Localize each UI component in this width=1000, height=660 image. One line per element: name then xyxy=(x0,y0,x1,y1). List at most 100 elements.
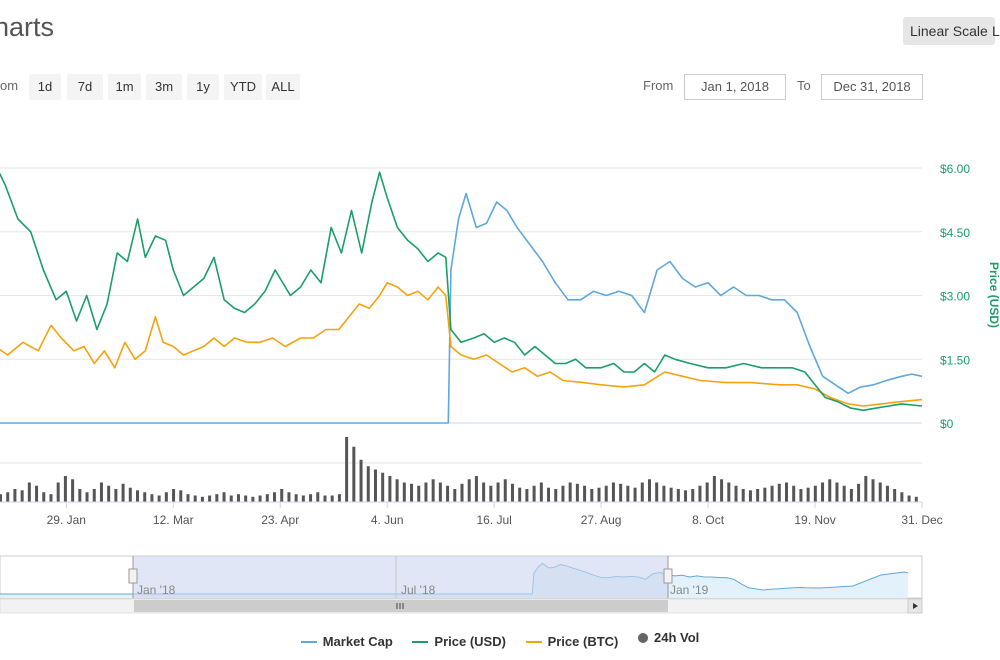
volume-bar xyxy=(821,482,825,502)
volume-bar xyxy=(705,482,709,502)
volume-bar xyxy=(78,489,82,502)
volume-bar xyxy=(806,487,810,502)
volume-bar xyxy=(208,495,212,502)
volume-bar xyxy=(900,492,904,502)
price-chart: $0 $1.50 $3.00 $4.50 $6.00 Price (USD) 29. Jan… xyxy=(0,162,1000,614)
y-axis-title: Price (USD) xyxy=(987,262,1000,328)
zoom-label: om xyxy=(0,78,19,93)
volume-bar xyxy=(640,482,644,502)
volume-bar xyxy=(676,489,680,502)
volume-bar xyxy=(388,476,392,502)
legend-24h-vol-label: 24h Vol xyxy=(654,630,700,645)
volume-bar xyxy=(114,489,118,502)
volume-bar xyxy=(287,492,291,502)
y-tick-label: $0 xyxy=(940,417,954,431)
volume-bar xyxy=(35,485,39,502)
scrollbar-thumb xyxy=(134,600,668,612)
volume-bar xyxy=(417,485,421,502)
volume-bar xyxy=(402,482,406,502)
volume-bar xyxy=(49,494,53,502)
y-tick-label: $1.50 xyxy=(940,353,970,367)
log-scale-button[interactable]: L xyxy=(992,23,1000,39)
volume-bar xyxy=(438,482,442,502)
volume-bar xyxy=(265,494,269,502)
volume-bar xyxy=(741,489,745,502)
volume-bar xyxy=(669,487,673,502)
volume-bar xyxy=(121,483,125,502)
volume-bar xyxy=(337,494,341,502)
legend-item-market-cap[interactable]: Market Cap xyxy=(300,634,393,649)
volume-bar xyxy=(150,494,154,502)
volume-bar xyxy=(453,489,457,502)
volume-bar xyxy=(13,489,17,502)
volume-bar xyxy=(878,482,882,502)
zoom-all-button[interactable]: ALL xyxy=(266,74,300,100)
volume-bar xyxy=(763,487,767,502)
volume-bar xyxy=(842,485,846,502)
navigator-selection xyxy=(133,556,668,598)
volume-bar xyxy=(784,482,788,502)
volume-bar xyxy=(294,494,298,502)
from-date-input[interactable]: Jan 1, 2018 xyxy=(684,74,786,100)
to-date-input[interactable]: Dec 31, 2018 xyxy=(821,74,923,100)
volume-bar xyxy=(373,469,377,502)
volume-bar xyxy=(907,495,911,502)
price-usd-swatch xyxy=(412,640,429,643)
x-tick-label: 8. Oct xyxy=(692,513,725,527)
volume-bar xyxy=(583,485,587,502)
volume-bar xyxy=(467,479,471,502)
volume-bar xyxy=(316,492,320,502)
legend-item-24h-vol[interactable]: 24h Vol xyxy=(638,630,699,645)
zoom-1m-button[interactable]: 1m xyxy=(108,74,141,100)
scroll-right-arrow-icon xyxy=(913,603,918,609)
volume-bar xyxy=(193,495,197,502)
volume-bar xyxy=(229,495,233,502)
volume-bar xyxy=(720,479,724,502)
zoom-ytd-button[interactable]: YTD xyxy=(224,74,262,100)
volume-bar xyxy=(107,485,111,502)
zoom-1y-button[interactable]: 1y xyxy=(187,74,219,100)
volume-bar xyxy=(748,490,752,502)
volume-bar xyxy=(539,482,543,502)
volume-bar xyxy=(236,494,240,502)
volume-bar xyxy=(604,485,608,502)
volume-bar xyxy=(99,482,103,502)
x-tick-label: 23. Apr xyxy=(261,513,299,527)
volume-bar xyxy=(280,489,284,502)
x-tick-label: 19. Nov xyxy=(794,513,835,527)
legend-price-usd-label: Price (USD) xyxy=(434,634,506,649)
volume-bar xyxy=(510,483,514,502)
volume-bar xyxy=(128,487,132,502)
volume-bar xyxy=(568,482,572,502)
volume-bar xyxy=(756,489,760,502)
volume-bar xyxy=(518,487,522,502)
zoom-3m-button[interactable]: 3m xyxy=(146,74,182,100)
volume-bar xyxy=(503,479,507,502)
volume-bar xyxy=(381,472,385,502)
volume-bar xyxy=(215,494,219,502)
volume-bar xyxy=(684,490,688,502)
market-cap-swatch xyxy=(300,640,317,643)
volume-bar xyxy=(42,492,46,502)
volume-bar xyxy=(301,495,305,502)
volume-bar xyxy=(532,485,536,502)
legend-item-price-btc[interactable]: Price (BTC) xyxy=(525,634,618,649)
legend-item-price-usd[interactable]: Price (USD) xyxy=(412,634,506,649)
volume-bar xyxy=(136,490,140,502)
volume-bar xyxy=(633,487,637,502)
navigator-label: Jan '18 xyxy=(137,583,176,597)
volume-bar xyxy=(27,482,31,502)
zoom-1d-button[interactable]: 1d xyxy=(29,74,61,100)
volume-bar xyxy=(460,483,464,502)
zoom-7d-button[interactable]: 7d xyxy=(67,74,103,100)
volume-bar xyxy=(561,485,565,502)
volume-bar xyxy=(164,492,168,502)
x-tick-label: 29. Jan xyxy=(47,513,86,527)
linear-scale-button[interactable]: Linear Scale xyxy=(903,17,995,45)
volume-bar xyxy=(330,495,334,502)
volume-bar xyxy=(20,490,24,502)
navigator-label: Jul '18 xyxy=(401,583,436,597)
x-tick-label: 16. Jul xyxy=(476,513,511,527)
volume-bar xyxy=(647,479,651,502)
volume-bar xyxy=(864,476,868,502)
